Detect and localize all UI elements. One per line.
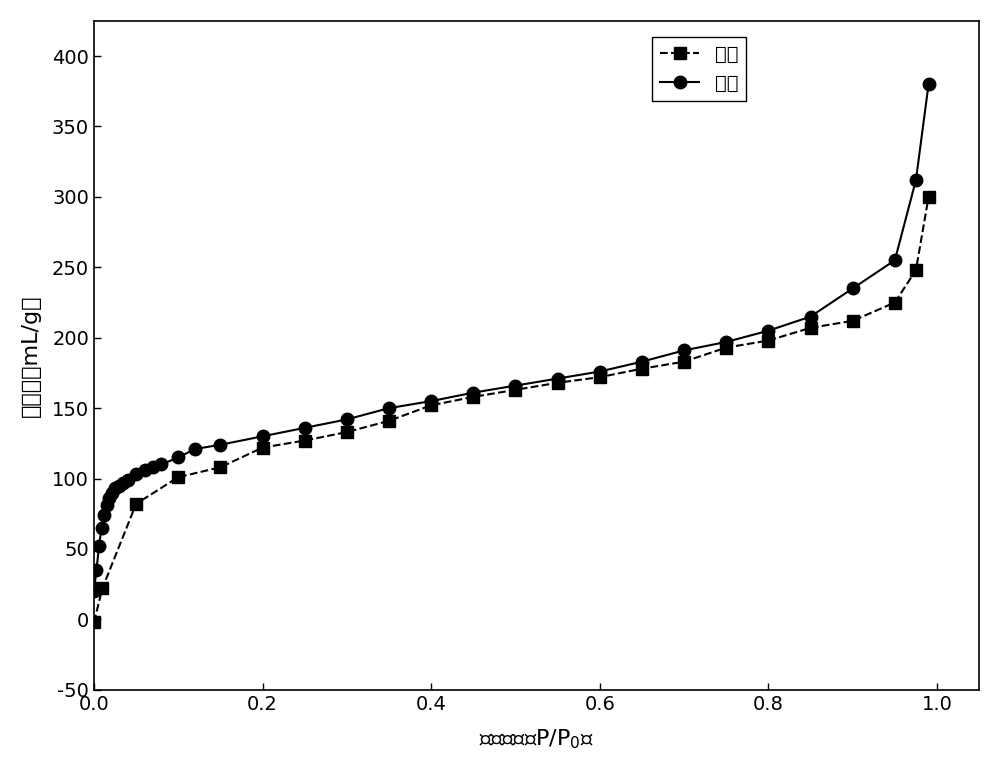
- 吸附: [299, 423, 311, 432]
- 吸附: [847, 284, 859, 293]
- Line: 脱附: 脱附: [88, 191, 935, 628]
- 脱附: [594, 373, 606, 382]
- 脱附: [889, 298, 901, 307]
- 脱附: [467, 392, 479, 401]
- 吸附: [90, 565, 102, 574]
- 吸附: [762, 326, 774, 335]
- 脱附: [552, 378, 564, 388]
- 吸附: [103, 493, 115, 503]
- 吸附: [805, 312, 817, 321]
- 脱附: [720, 343, 732, 352]
- 吸附: [130, 469, 142, 479]
- 吸附: [720, 337, 732, 347]
- 吸附: [113, 481, 125, 490]
- 脱附: [96, 584, 108, 593]
- 吸附: [636, 357, 648, 366]
- 吸附: [383, 404, 395, 413]
- 吸附: [172, 453, 184, 462]
- 脱附: [923, 192, 935, 201]
- 吸附: [552, 374, 564, 383]
- 吸附: [678, 346, 690, 355]
- 吸附: [98, 510, 110, 520]
- 脱附: [762, 336, 774, 345]
- 吸附: [257, 432, 269, 441]
- 吸附: [910, 175, 922, 185]
- 吸附: [109, 484, 121, 493]
- 吸附: [889, 256, 901, 265]
- 吸附: [594, 367, 606, 376]
- 吸附: [214, 440, 226, 449]
- 脱附: [172, 472, 184, 482]
- 脱附: [678, 357, 690, 366]
- 吸附: [155, 460, 167, 469]
- 吸附: [467, 388, 479, 398]
- 脱附: [636, 364, 648, 374]
- 吸附: [93, 541, 105, 550]
- 脱附: [805, 323, 817, 333]
- 吸附: [139, 466, 151, 475]
- 脱附: [341, 428, 353, 437]
- 吸附: [189, 445, 201, 454]
- 吸附: [106, 488, 118, 497]
- 脱附: [847, 317, 859, 326]
- 吸附: [122, 476, 134, 485]
- 吸附: [96, 523, 108, 533]
- 脱附: [299, 436, 311, 445]
- 脱附: [383, 416, 395, 425]
- 吸附: [509, 381, 521, 390]
- 脱附: [425, 401, 437, 410]
- 脱附: [130, 499, 142, 509]
- Legend: 脱附, 吸附: 脱附, 吸附: [652, 37, 746, 100]
- 脱附: [257, 443, 269, 452]
- 吸附: [425, 397, 437, 406]
- 脱附: [509, 385, 521, 394]
- 吸附: [341, 415, 353, 424]
- 脱附: [88, 618, 100, 627]
- Y-axis label: 吸附量（mL/g）: 吸附量（mL/g）: [21, 294, 41, 417]
- 吸附: [147, 462, 159, 472]
- X-axis label: 相对压力（P/P$_0$）: 相对压力（P/P$_0$）: [479, 727, 594, 751]
- 吸附: [101, 501, 113, 510]
- 吸附: [88, 587, 100, 596]
- 吸附: [117, 478, 129, 487]
- 脱附: [214, 462, 226, 472]
- Line: 吸附: 吸附: [88, 78, 935, 598]
- 脱附: [910, 266, 922, 275]
- 吸附: [923, 80, 935, 89]
